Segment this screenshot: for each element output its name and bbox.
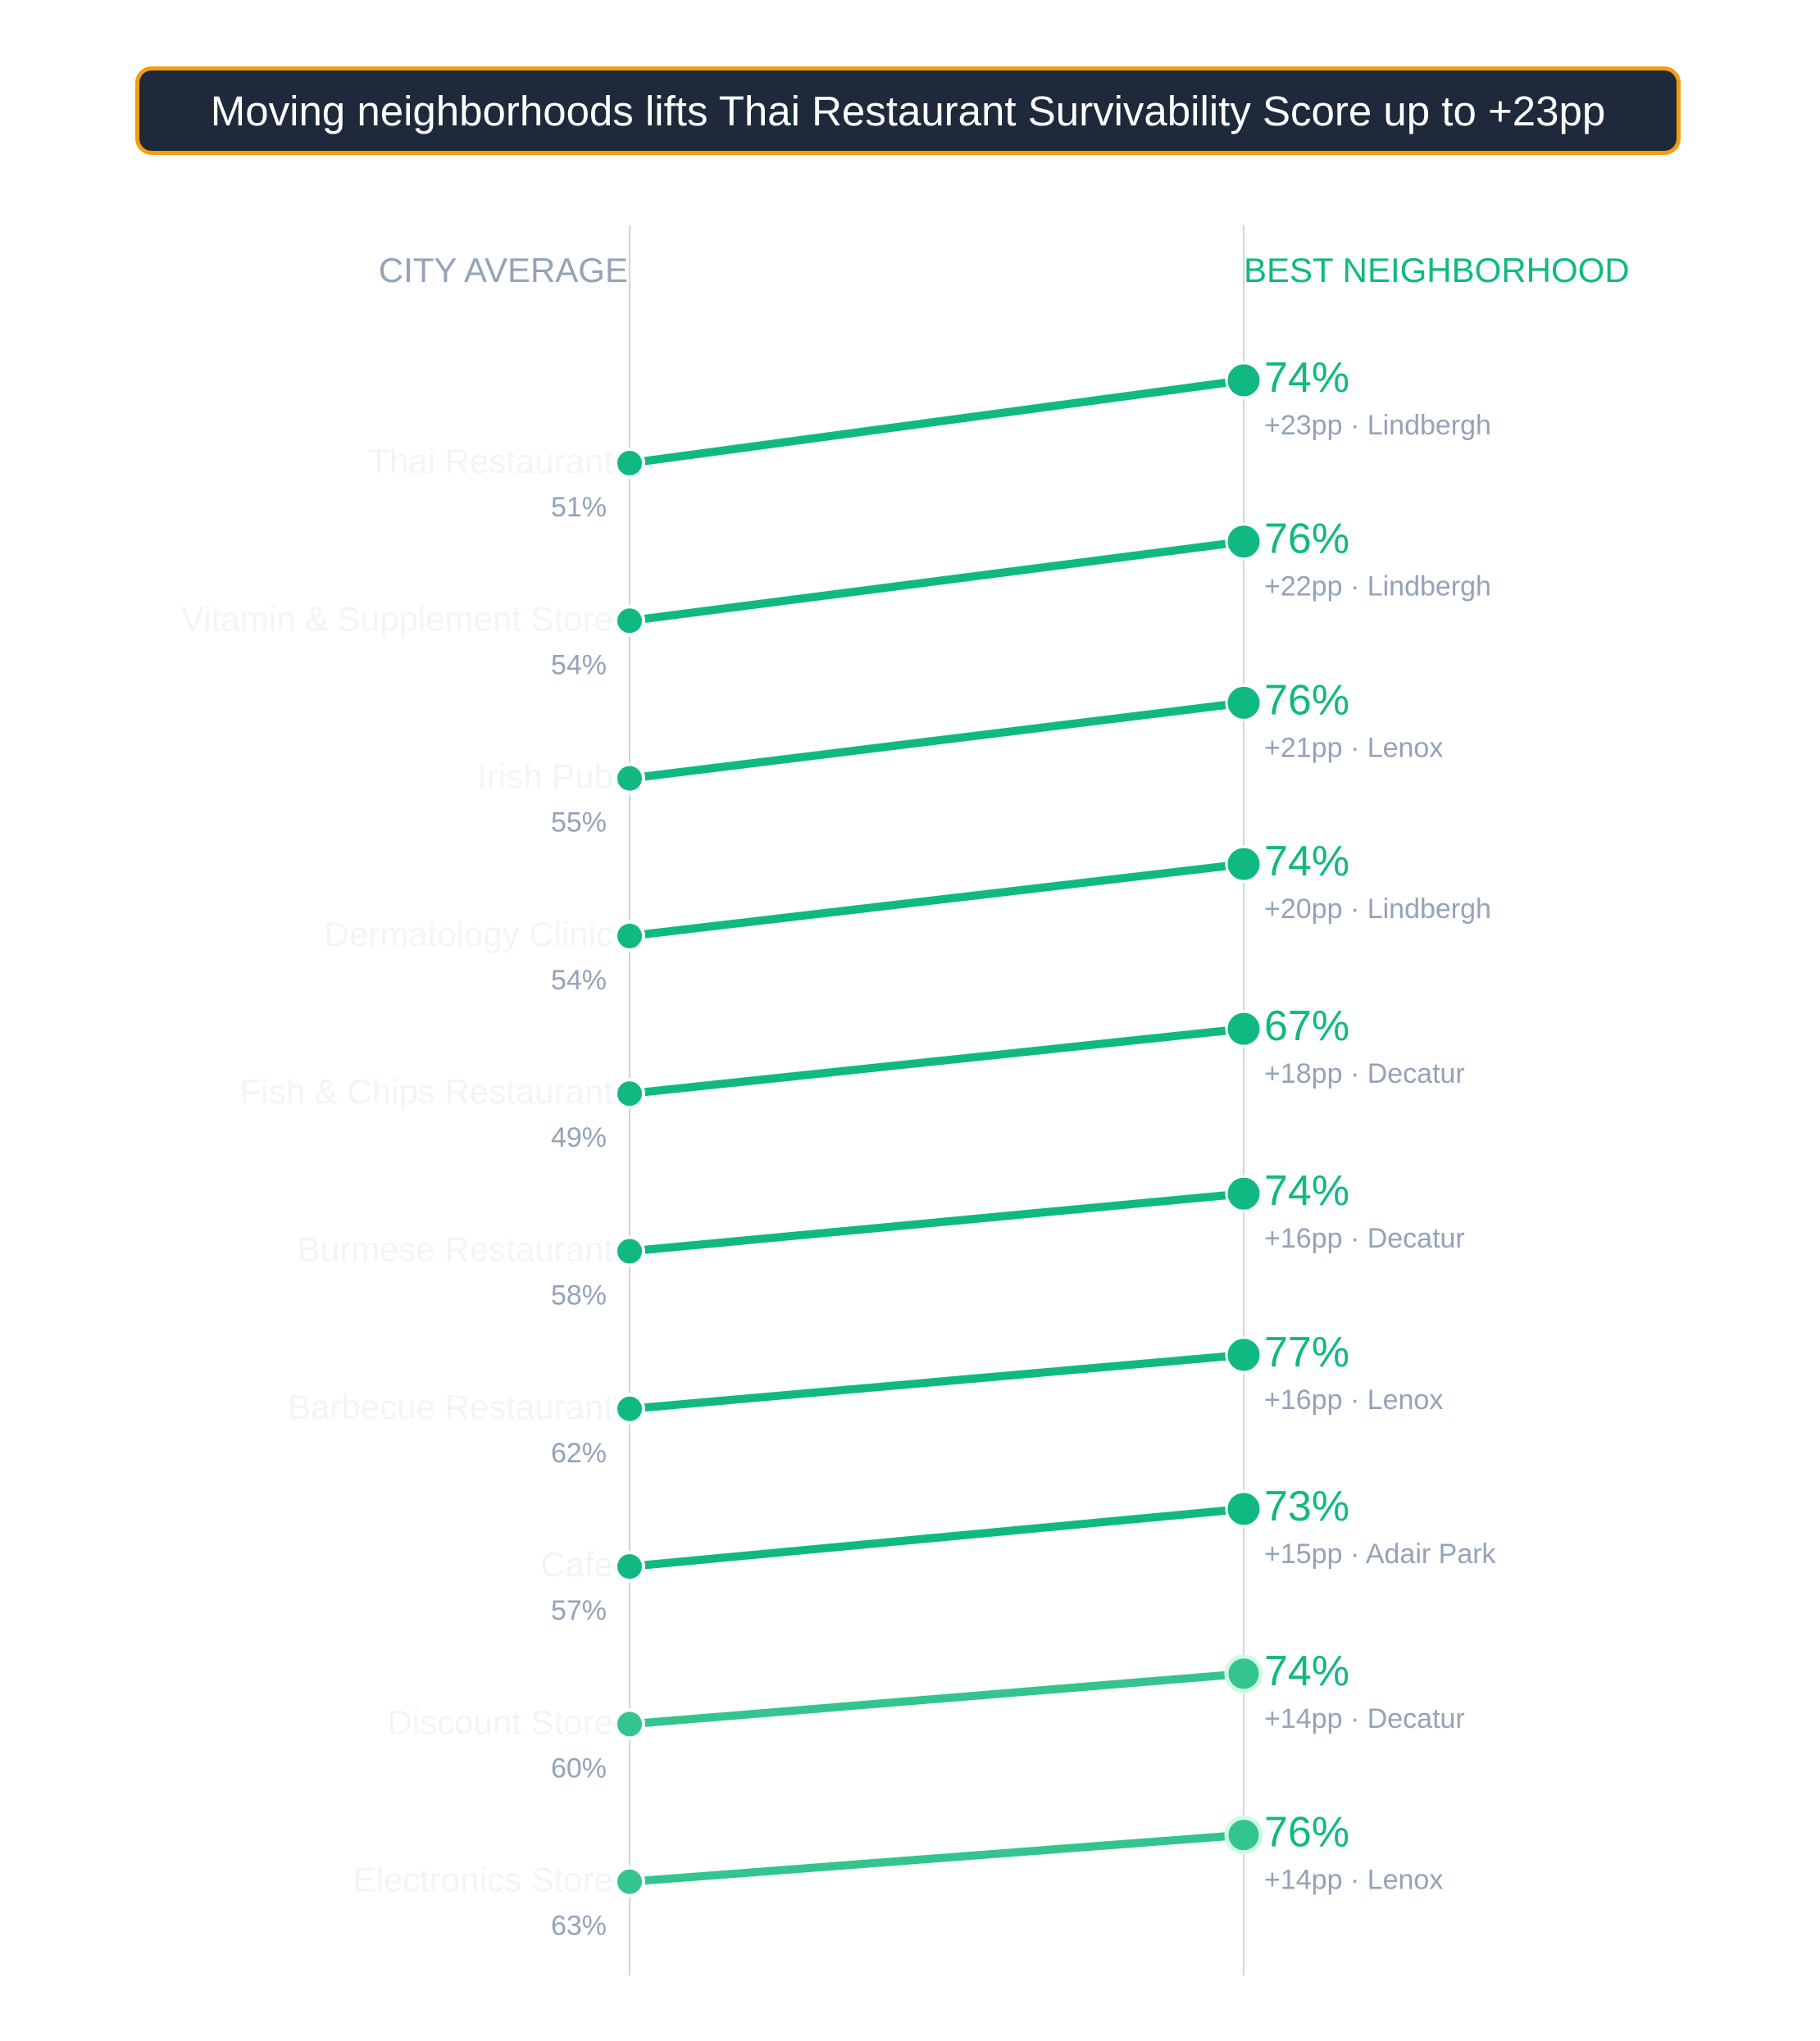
slope-line bbox=[626, 1504, 1248, 1571]
slope-line bbox=[626, 1189, 1248, 1256]
city-average-dot bbox=[614, 1866, 645, 1898]
city-average-value: 49% bbox=[551, 1122, 607, 1153]
best-value: 74% bbox=[1264, 838, 1349, 885]
city-average-dot bbox=[614, 1551, 645, 1583]
slope-line bbox=[626, 537, 1248, 625]
slope-line bbox=[626, 1025, 1248, 1098]
category-label: Irish Pub bbox=[477, 757, 613, 796]
slope-line bbox=[626, 1669, 1248, 1729]
best-value: 76% bbox=[1264, 516, 1349, 563]
best-neighborhood-dot bbox=[1225, 1010, 1263, 1048]
city-average-value: 55% bbox=[551, 807, 607, 839]
best-value: 77% bbox=[1264, 1329, 1349, 1376]
lift-and-neighborhood: +22pp · Lindbergh bbox=[1264, 571, 1491, 602]
best-neighborhood-dot bbox=[1225, 361, 1263, 399]
city-average-value: 54% bbox=[551, 965, 607, 996]
best-value: 67% bbox=[1264, 1002, 1349, 1050]
chart-title: Moving neighborhoods lifts Thai Restaura… bbox=[210, 87, 1606, 134]
category-label: Dermatology Clinic bbox=[325, 915, 613, 953]
city-average-value: 51% bbox=[551, 492, 607, 523]
right-axis-header: BEST NEIGHBORHOOD bbox=[1244, 251, 1630, 289]
city-average-value: 57% bbox=[551, 1595, 607, 1626]
lift-and-neighborhood: +20pp · Lindbergh bbox=[1264, 893, 1491, 925]
lift-and-neighborhood: +16pp · Lenox bbox=[1264, 1384, 1443, 1416]
city-average-dot bbox=[614, 605, 645, 637]
category-label: Thai Restaurant bbox=[368, 442, 613, 480]
lift-and-neighborhood: +14pp · Decatur bbox=[1264, 1703, 1465, 1734]
category-label: Cafe bbox=[540, 1545, 613, 1584]
slope-rows: Thai Restaurant 51% 74% +23pp · Lindbergh Vi… bbox=[181, 354, 1496, 1942]
slope-line bbox=[626, 1350, 1248, 1413]
best-value: 76% bbox=[1264, 1809, 1349, 1857]
city-average-value: 58% bbox=[551, 1280, 607, 1311]
best-neighborhood-dot bbox=[1225, 1336, 1263, 1374]
lift-and-neighborhood: +23pp · Lindbergh bbox=[1264, 410, 1491, 441]
category-label: Vitamin & Supplement Store bbox=[181, 599, 613, 638]
best-value: 74% bbox=[1264, 1167, 1349, 1215]
city-average-dot bbox=[614, 448, 645, 479]
chart-title-banner: Moving neighborhoods lifts Thai Restaura… bbox=[135, 66, 1681, 155]
best-neighborhood-dot bbox=[1225, 1175, 1263, 1212]
lift-and-neighborhood: +18pp · Decatur bbox=[1264, 1058, 1465, 1089]
slope-line bbox=[626, 376, 1248, 467]
city-average-dot bbox=[614, 1235, 645, 1267]
best-neighborhood-dot bbox=[1225, 684, 1263, 721]
city-average-value: 63% bbox=[551, 1911, 607, 1942]
city-average-dot bbox=[614, 762, 645, 794]
category-label: Discount Store bbox=[388, 1702, 613, 1741]
city-average-value: 62% bbox=[551, 1438, 607, 1469]
lift-and-neighborhood: +14pp · Lenox bbox=[1264, 1865, 1443, 1896]
best-neighborhood-dot bbox=[1225, 523, 1263, 561]
best-value: 76% bbox=[1264, 676, 1349, 724]
city-average-dot bbox=[614, 1393, 645, 1425]
lift-and-neighborhood: +21pp · Lenox bbox=[1264, 732, 1443, 763]
left-axis-header: CITY AVERAGE bbox=[379, 251, 628, 289]
slope-line bbox=[626, 698, 1248, 783]
best-value: 73% bbox=[1264, 1483, 1349, 1530]
category-label: Barbecue Restaurant bbox=[288, 1388, 613, 1426]
slope-line bbox=[626, 860, 1248, 940]
city-average-value: 60% bbox=[551, 1752, 607, 1784]
category-label: Electronics Store bbox=[353, 1861, 613, 1899]
lift-and-neighborhood: +15pp · Adair Park bbox=[1264, 1539, 1497, 1570]
city-average-dot bbox=[614, 1708, 645, 1740]
best-neighborhood-dot bbox=[1225, 845, 1263, 883]
best-value: 74% bbox=[1264, 1648, 1349, 1695]
best-neighborhood-dot bbox=[1225, 1490, 1263, 1528]
best-value: 74% bbox=[1264, 354, 1349, 402]
best-neighborhood-dot bbox=[1224, 1816, 1263, 1855]
city-average-value: 54% bbox=[551, 649, 607, 680]
city-average-dot bbox=[614, 920, 645, 952]
category-label: Burmese Restaurant bbox=[298, 1230, 614, 1269]
slope-line bbox=[626, 1830, 1248, 1886]
lift-and-neighborhood: +16pp · Decatur bbox=[1264, 1223, 1465, 1254]
city-average-dot bbox=[614, 1078, 645, 1110]
best-neighborhood-dot bbox=[1224, 1654, 1263, 1693]
category-label: Fish & Chips Restaurant bbox=[240, 1072, 614, 1111]
